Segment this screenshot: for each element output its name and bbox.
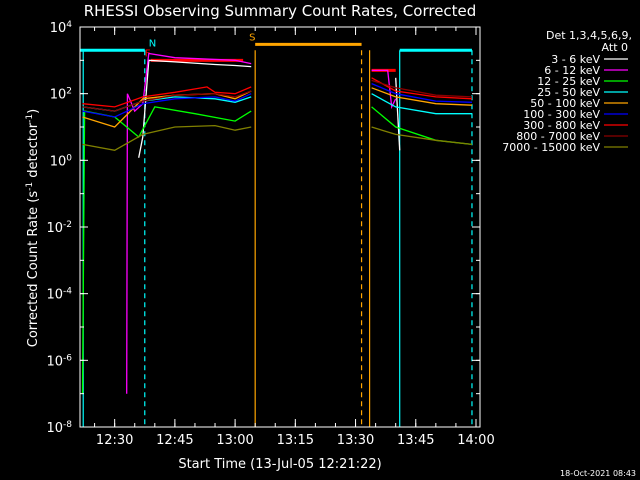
x-tick-label: 13:45 <box>397 433 434 448</box>
series-line <box>371 83 473 103</box>
series-line <box>371 69 397 110</box>
y-tick-label: 10-4 <box>46 287 72 303</box>
y-tick-base: 10 <box>50 154 67 169</box>
flag-label: N <box>149 38 156 49</box>
legend-header-line2: Att 0 <box>602 41 628 54</box>
series-line <box>371 87 473 106</box>
legend-label: 3 - 6 keV <box>551 53 600 66</box>
footer-timestamp: 18-Oct-2021 08:43 <box>560 469 636 478</box>
series-line <box>395 77 401 151</box>
series-line <box>371 79 473 98</box>
legend-label: 800 - 7000 keV <box>516 130 600 143</box>
y-axis-label-mid: detector <box>26 122 41 182</box>
series-line <box>371 93 472 115</box>
series-line <box>371 126 473 146</box>
y-tick-label: 102 <box>50 87 72 103</box>
legend-label: 300 - 800 keV <box>523 119 600 132</box>
series-line <box>82 93 252 118</box>
y-tick-exponent: -4 <box>63 287 72 297</box>
plot-background <box>80 27 480 427</box>
y-axis-label-main: Corrected Count Rate (s <box>26 191 41 348</box>
x-tick-label: 13:00 <box>216 433 253 448</box>
x-axis: 12:30 12:45 13:00 13:15 13:30 13:45 14:00 <box>94 27 495 448</box>
y-tick-label: 10-2 <box>46 220 72 236</box>
y-tick-base: 10 <box>46 221 63 236</box>
plot-area <box>80 27 480 427</box>
legend-label: 50 - 100 keV <box>530 97 600 110</box>
series-lines <box>81 52 473 394</box>
y-tick-exponent: 2 <box>66 87 72 97</box>
legend-header-line1: Det 1,3,4,5,6,9, <box>546 29 632 42</box>
x-tick-label: 12:30 <box>96 433 133 448</box>
y-axis-label-end: ) <box>26 109 41 114</box>
y-tick-label: 10-6 <box>46 353 72 369</box>
x-tick-label: 13:15 <box>277 433 314 448</box>
y-tick-label: 10-8 <box>46 420 72 436</box>
y-tick-exponent: 0 <box>66 153 72 163</box>
y-tick-base: 10 <box>46 421 63 436</box>
legend-label: 100 - 300 keV <box>523 108 600 121</box>
x-tick-label: 13:30 <box>337 433 374 448</box>
x-tick-label: 12:45 <box>156 433 193 448</box>
y-tick-base: 10 <box>46 288 63 303</box>
x-axis-label: Start Time (13-Jul-05 12:21:22) <box>178 457 381 472</box>
legend-label: 25 - 50 keV <box>537 86 600 99</box>
series-line <box>138 59 252 158</box>
x-tick-label: 14:00 <box>457 433 494 448</box>
series-line <box>126 52 252 394</box>
y-tick-exponent: -8 <box>63 420 72 430</box>
y-tick-label: 100 <box>50 153 73 169</box>
y-tick-base: 10 <box>46 354 63 369</box>
y-tick-base: 10 <box>50 21 67 36</box>
flag-label: S <box>249 32 255 43</box>
chart-title: RHESSI Observing Summary Count Rates, Co… <box>84 2 477 20</box>
flag-label: F <box>145 48 151 59</box>
y-tick-exponent: 4 <box>66 20 72 30</box>
y-axis-label-sup2: -1 <box>25 114 35 123</box>
y-axis-label-sup1: -1 <box>25 182 35 191</box>
y-axis-label: Corrected Count Rate (s-1 detector-1) <box>25 109 41 347</box>
series-line <box>82 90 252 112</box>
y-tick-exponent: -6 <box>63 353 72 363</box>
legend-label: 6 - 12 keV <box>544 64 600 77</box>
y-tick-exponent: -2 <box>63 220 72 230</box>
legend-label: 7000 - 15000 keV <box>502 141 600 154</box>
legend-label: 12 - 25 keV <box>537 75 600 88</box>
y-tick-base: 10 <box>50 88 67 103</box>
y-tick-label: 104 <box>50 20 73 36</box>
series-line <box>82 86 252 108</box>
series-line <box>82 124 252 151</box>
